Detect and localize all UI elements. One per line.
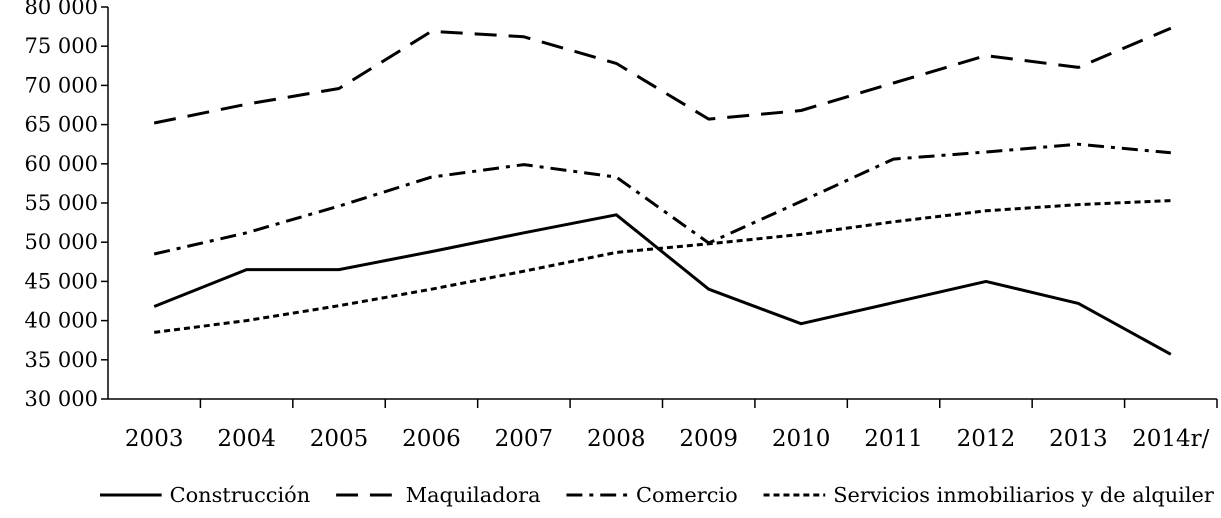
y-tick-label: 35 000 bbox=[25, 348, 98, 372]
x-tick-label: 2010 bbox=[772, 426, 831, 452]
x-tick-label: 2009 bbox=[679, 426, 738, 452]
y-tick-label: 30 000 bbox=[25, 387, 98, 411]
y-axis: 30 000 35 000 40 000 45 000 50 000 55 000 60 0… bbox=[25, 0, 109, 411]
y-tick-label: 65 000 bbox=[25, 113, 98, 137]
y-tick-label: 70 000 bbox=[25, 73, 98, 97]
x-tick-label: 2012 bbox=[957, 426, 1016, 452]
y-tick-label: 50 000 bbox=[25, 230, 98, 254]
x-axis: 2003 2004 2005 2006 2007 2008 2009 2010 2011 2012… bbox=[108, 398, 1218, 452]
y-tick-label: 60 000 bbox=[25, 152, 98, 176]
series-line-3 bbox=[153, 142, 1171, 256]
x-tick-label: 2006 bbox=[402, 426, 461, 452]
series-lines bbox=[153, 26, 1172, 356]
x-tick-label: 2005 bbox=[310, 426, 369, 452]
legend-label: Construcción bbox=[170, 483, 311, 507]
x-tick-label: 2013 bbox=[1049, 426, 1108, 452]
x-tick-label: 2003 bbox=[125, 426, 184, 452]
legend-label: Servicios inmobiliarios y de alquiler bbox=[833, 483, 1214, 507]
x-tick-label: 2011 bbox=[864, 426, 923, 452]
y-tick-label: 55 000 bbox=[25, 191, 98, 215]
y-tick-label: 75 000 bbox=[25, 34, 98, 58]
x-tick-label: 2007 bbox=[495, 426, 554, 452]
y-tick-label: 45 000 bbox=[25, 269, 98, 293]
x-tick-label: 2004 bbox=[217, 426, 276, 452]
series-line-1 bbox=[153, 213, 1172, 356]
legend-label: Maquiladora bbox=[406, 483, 541, 507]
series-line-2 bbox=[153, 26, 1172, 125]
legend-label: Comercio bbox=[636, 483, 738, 507]
legend: Construcción Maquiladora Comercio Servicios… bbox=[100, 483, 1214, 507]
y-tick-label: 80 000 bbox=[25, 0, 98, 19]
x-tick-label: 2014r/ bbox=[1132, 426, 1210, 452]
series-line-4 bbox=[154, 199, 1171, 334]
x-tick-label: 2008 bbox=[587, 426, 646, 452]
y-tick-label: 40 000 bbox=[25, 309, 98, 333]
